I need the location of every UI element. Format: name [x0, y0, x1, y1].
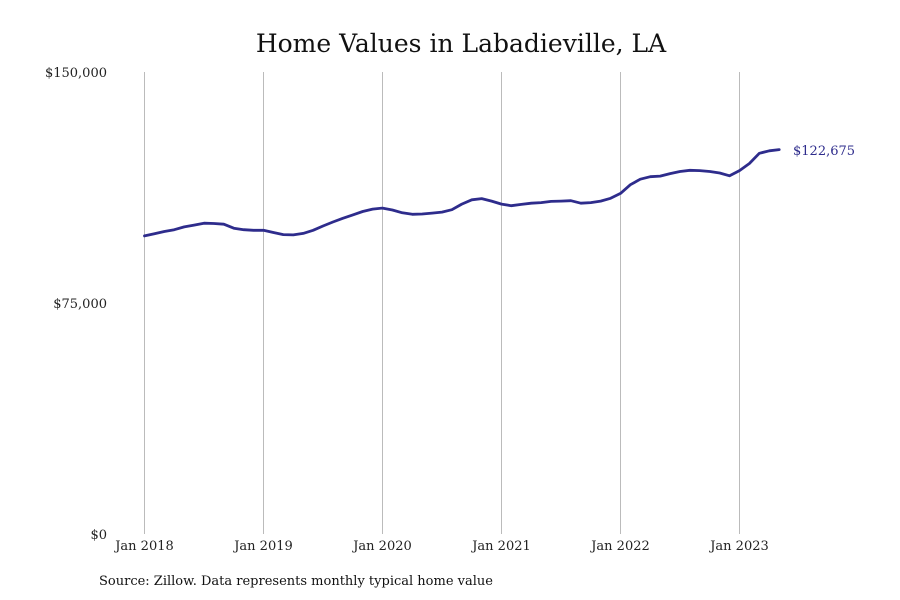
source-note: Source: Zillow. Data represents monthly …	[99, 574, 493, 589]
chart-title: Home Values in Labadieville, LA	[256, 29, 667, 58]
x-tick-label: Jan 2021	[470, 539, 531, 554]
home-value-line	[143, 148, 781, 238]
x-tick-label: Jan 2023	[708, 539, 769, 554]
x-tick-label: Jan 2020	[351, 539, 412, 554]
x-tick-label: Jan 2022	[589, 539, 650, 554]
y-tick-label: $150,000	[45, 66, 107, 81]
y-tick-label: $75,000	[53, 297, 107, 312]
last-value-label: $122,675	[793, 144, 855, 159]
x-axis-tick-labels: Jan 2018 Jan 2019 Jan 2020 Jan 2021 Jan 2022…	[113, 539, 769, 554]
y-tick-label: $0	[90, 528, 107, 543]
x-tick-label: Jan 2019	[232, 539, 293, 554]
y-axis-tick-labels: $0 $75,000 $150,000	[45, 66, 107, 543]
vertical-gridlines	[144, 72, 740, 534]
x-tick-label: Jan 2018	[113, 539, 174, 554]
